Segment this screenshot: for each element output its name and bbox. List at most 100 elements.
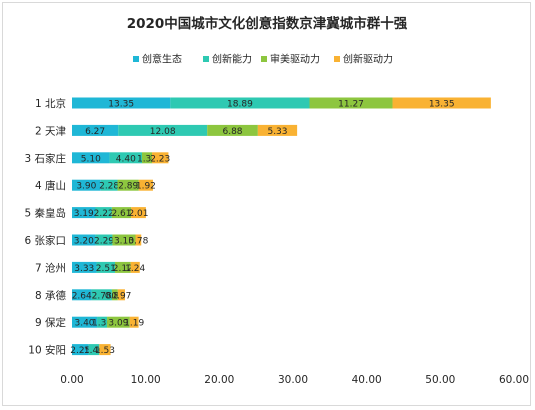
data-label: 3.13: [114, 237, 134, 247]
data-label: 3.40: [74, 319, 94, 329]
category-label: 7 沧州: [35, 261, 66, 274]
data-label: 2.61: [111, 209, 131, 219]
data-label: 2.64: [72, 291, 92, 301]
legend-swatch-2: [203, 56, 209, 62]
legend-swatch-3: [261, 56, 267, 62]
data-label: 0.80: [105, 291, 125, 301]
data-label: 2.78: [92, 291, 112, 301]
bar-segment: [95, 207, 112, 219]
bar-segment: [111, 289, 118, 301]
bar-segment: [170, 97, 310, 109]
data-label: 2.28: [99, 182, 119, 192]
value-axis: 0.00 10.00 20.00 30.00 40.00 50.00 60.00: [60, 374, 529, 386]
data-label: 6.27: [85, 127, 105, 137]
bar-segment: [115, 261, 131, 273]
data-label: 1.53: [95, 346, 115, 356]
bar-segment: [117, 289, 125, 301]
data-label: 3.90: [76, 182, 96, 192]
data-label: 0.78: [128, 237, 148, 247]
plot-area: 13.35 18.89 11.27 13.35 6.27 12.08 6.88 5.33 5.1…: [70, 97, 491, 356]
legend-label-4: 创新驱动力: [343, 53, 393, 66]
data-label: 3.09: [108, 319, 128, 329]
x-tick-label: 50.00: [425, 374, 455, 386]
bar-segment: [72, 261, 97, 273]
data-label: 3.19: [74, 209, 94, 219]
data-label: 1.46: [84, 346, 104, 356]
data-label: 13.35: [429, 100, 455, 110]
bar-segment: [72, 179, 101, 191]
category-label: 6 张家口: [24, 234, 66, 247]
chart-title: 2020中国城市文化创意指数京津冀城市群十强: [127, 15, 408, 32]
bar-segment: [99, 344, 111, 356]
data-label: 2.51: [96, 264, 116, 274]
data-label: 3.20: [74, 237, 94, 247]
bar-segment: [152, 152, 169, 164]
legend-label-3: 审美驱动力: [270, 53, 320, 66]
data-label: 2.01: [128, 209, 148, 219]
category-label: 8 承德: [35, 289, 67, 302]
bar-segment: [141, 152, 153, 164]
legend-swatch-4: [334, 56, 340, 62]
legend-label-2: 创新能力: [212, 53, 252, 66]
data-label: 2.23: [150, 154, 170, 164]
bar-segment: [88, 344, 100, 356]
chart-legend: 创意生态 创新能力 审美驱动力 创新驱动力: [133, 53, 393, 66]
bar-segment: [72, 152, 110, 164]
category-label: 5 秦皇岛: [24, 207, 66, 220]
data-label: 13.35: [108, 100, 134, 110]
chart-frame: [2, 2, 531, 406]
category-axis: 1 北京 2 天津 3 石家庄 4 唐山 5 秦皇岛 6 张家口 7 沧州 8 承德 9 保定 1…: [24, 97, 66, 357]
category-label: 9 保定: [35, 316, 67, 329]
bar-segment: [72, 124, 119, 136]
data-label: 5.10: [81, 154, 101, 164]
x-tick-label: 10.00: [131, 374, 161, 386]
bar-segment: [309, 97, 393, 109]
data-label: 2.25: [70, 346, 90, 356]
bar-segment: [95, 234, 113, 246]
bar-segment: [112, 234, 136, 246]
x-tick-label: 60.00: [499, 374, 529, 386]
data-label: 18.89: [227, 100, 253, 110]
bar-segment: [72, 97, 171, 109]
data-label: 1.36: [137, 154, 157, 164]
data-label: 3.33: [74, 264, 94, 274]
bar-segment: [111, 207, 132, 219]
bar-segment: [257, 124, 298, 136]
data-label: 2.29: [94, 237, 114, 247]
bar-segment: [107, 316, 130, 328]
data-label: 2.22: [94, 209, 114, 219]
bar-segment: [109, 152, 142, 164]
category-label: 2 天津: [35, 125, 67, 137]
data-label: 11.27: [338, 100, 364, 110]
category-label: 1 北京: [35, 97, 66, 110]
bar-segment: [392, 97, 491, 109]
bar-segment: [129, 316, 139, 328]
data-label: 1.19: [124, 319, 144, 329]
category-label: 10 安阳: [28, 344, 66, 357]
data-label: 6.88: [222, 127, 242, 137]
legend-swatch-1: [133, 56, 139, 62]
bar-segment: [72, 316, 98, 328]
bar-segment: [97, 316, 108, 328]
bar-segment: [72, 234, 96, 246]
category-label: 4 唐山: [35, 179, 66, 192]
data-label: 2.89: [118, 182, 138, 192]
x-tick-label: 0.00: [60, 374, 83, 386]
bar-segment: [131, 207, 146, 219]
x-tick-label: 40.00: [352, 374, 382, 386]
data-label: 1.36: [92, 319, 112, 329]
bar-segment: [117, 179, 139, 191]
data-label: 4.40: [116, 154, 136, 164]
category-label: 3 石家庄: [24, 152, 66, 165]
bar-segment: [96, 261, 116, 273]
x-tick-label: 20.00: [204, 374, 234, 386]
data-label: 5.33: [267, 127, 287, 137]
bar-segment: [135, 234, 142, 246]
data-label: 0.97: [111, 291, 131, 301]
data-label: 1.92: [136, 182, 156, 192]
bar-segment: [100, 179, 118, 191]
bar-segment: [72, 207, 96, 219]
legend-label-1: 创意生态: [142, 53, 182, 66]
bar-segment: [72, 344, 89, 356]
